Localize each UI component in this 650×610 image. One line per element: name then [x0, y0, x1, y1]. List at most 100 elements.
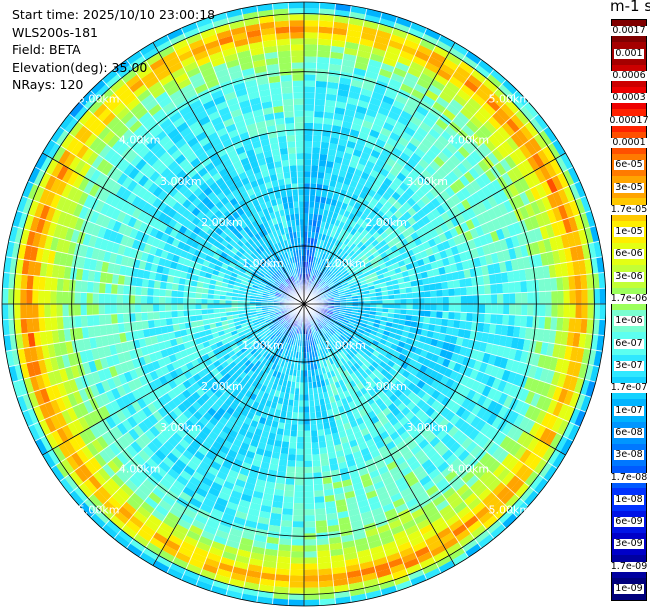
beta-cell: [350, 228, 358, 236]
beta-cell: [386, 172, 397, 182]
beta-cell: [386, 285, 394, 291]
beta-cell: [456, 483, 470, 497]
beta-cell: [391, 450, 403, 461]
beta-cell: [315, 337, 320, 345]
beta-cell: [581, 348, 591, 365]
beta-cell: [147, 279, 155, 289]
beta-cell: [317, 556, 332, 564]
beta-cell: [319, 202, 326, 210]
beta-cell: [357, 374, 365, 383]
beta-cell: [524, 121, 539, 138]
beta-cell: [366, 134, 378, 144]
beta-cell: [332, 311, 340, 316]
beta-cell: [324, 287, 331, 292]
beta-cell: [296, 436, 304, 443]
beta-cell: [425, 351, 434, 361]
beta-cell: [413, 83, 428, 95]
beta-cell: [364, 261, 372, 268]
beta-cell: [335, 181, 344, 190]
beta-cell: [320, 196, 327, 204]
beta-cell: [546, 177, 558, 194]
beta-cell: [365, 160, 376, 170]
beta-cell: [304, 406, 310, 413]
beta-cell: [342, 284, 350, 289]
beta-cell: [463, 329, 472, 340]
beta-cell: [568, 183, 581, 201]
beta-cell: [354, 111, 366, 121]
beta-cell: [341, 183, 350, 192]
beta-cell: [382, 421, 393, 431]
beta-cell: [497, 293, 504, 304]
beta-cell: [291, 527, 304, 534]
beta-cell: [153, 288, 160, 297]
beta-cell: [453, 93, 468, 107]
beta-cell: [424, 367, 434, 377]
beta-cell: [331, 356, 338, 364]
beta-cell: [44, 304, 51, 318]
beta-cell: [353, 168, 363, 178]
beta-cell: [399, 50, 415, 62]
beta-cell: [421, 137, 434, 150]
beta-cell: [329, 179, 337, 188]
beta-cell: [92, 304, 99, 316]
beta-cell: [336, 175, 346, 184]
beta-cell: [366, 464, 378, 474]
beta-cell: [346, 257, 354, 264]
beta-cell: [329, 284, 336, 289]
beta-cell: [339, 325, 346, 331]
beta-cell: [578, 259, 587, 275]
beta-cell: [343, 47, 358, 56]
beta-cell: [56, 278, 64, 292]
beta-cell: [426, 201, 436, 212]
beta-cell: [342, 252, 349, 260]
beta-cell: [458, 60, 475, 75]
beta-cell: [573, 214, 585, 231]
beta-cell: [352, 264, 360, 272]
beta-cell: [356, 137, 367, 147]
beta-cell: [317, 287, 323, 293]
beta-cell: [322, 240, 328, 248]
beta-cell: [428, 468, 441, 480]
beta-cell: [454, 224, 465, 236]
beta-cell: [449, 137, 463, 151]
beta-cell: [326, 291, 333, 296]
beta-cell: [475, 266, 483, 277]
beta-cell: [304, 497, 315, 504]
beta-cell: [403, 162, 415, 173]
beta-cell: [353, 362, 361, 370]
beta-cell: [496, 250, 505, 263]
beta-cell: [276, 556, 291, 564]
beta-cell: [490, 313, 498, 325]
beta-cell: [435, 392, 446, 404]
beta-cell: [388, 519, 403, 530]
beta-cell: [386, 552, 402, 563]
beta-cell: [353, 345, 361, 353]
beta-cell: [372, 454, 384, 465]
beta-cell: [312, 213, 319, 221]
beta-cell: [304, 8, 320, 15]
beta-cell: [328, 344, 334, 352]
beta-cell: [356, 359, 364, 367]
beta-cell: [348, 250, 356, 258]
beta-cell: [86, 281, 94, 293]
beta-cell: [318, 349, 324, 356]
beta-cell: [572, 332, 581, 348]
beta-cell: [467, 519, 483, 534]
beta-cell: [316, 62, 330, 70]
beta-cell: [405, 410, 416, 421]
beta-cell: [343, 317, 350, 322]
beta-cell: [488, 459, 502, 474]
beta-cell: [493, 88, 509, 104]
beta-cell: [569, 391, 580, 408]
beta-cell: [347, 185, 356, 194]
beta-cell: [448, 288, 455, 297]
beta-cell: [562, 218, 573, 234]
beta-cell: [456, 243, 465, 254]
beta-cell: [523, 174, 536, 189]
beta-cell: [496, 485, 511, 501]
beta-cell: [486, 74, 503, 89]
beta-cell: [546, 399, 558, 415]
beta-cell: [334, 280, 341, 286]
beta-cell: [418, 310, 425, 317]
beta-cell: [484, 342, 494, 355]
